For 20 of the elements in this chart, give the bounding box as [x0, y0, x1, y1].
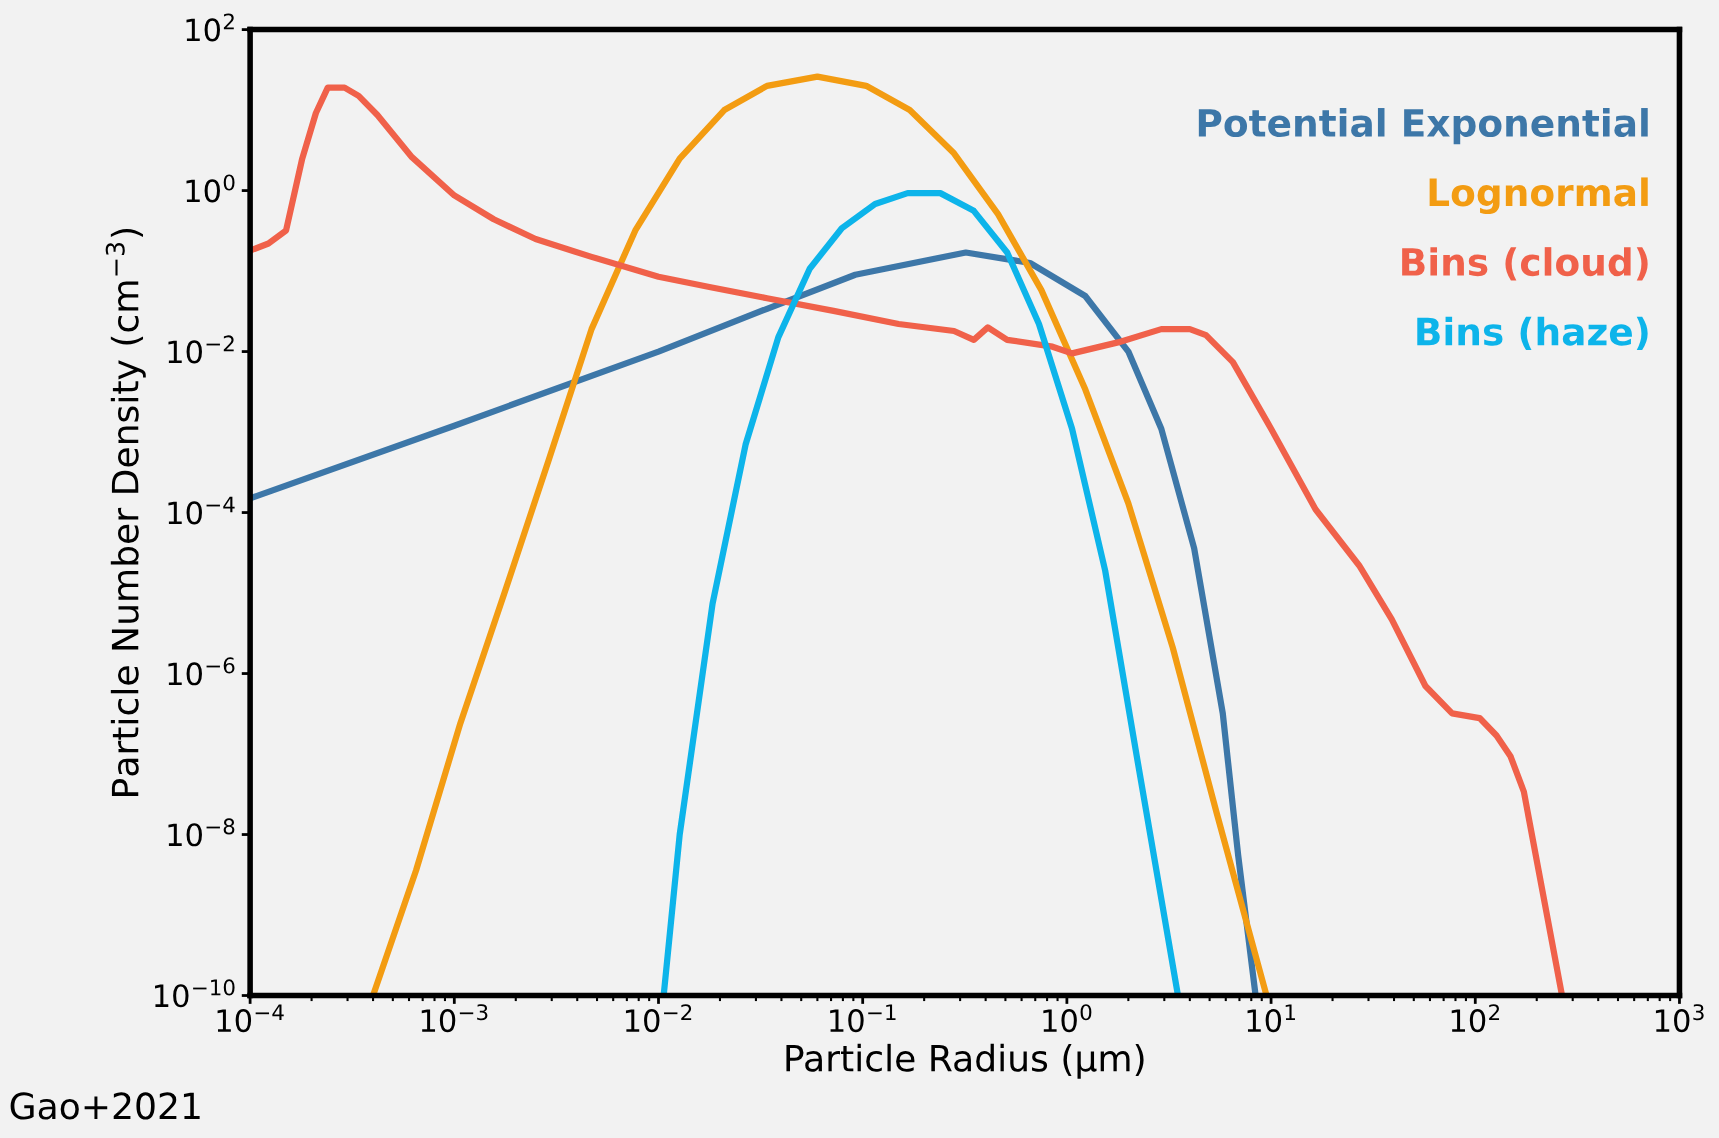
- x-tick-label: 10$^{0}$: [1043, 1004, 1092, 1033]
- y-tick-label: 10$^{−6}$: [168, 657, 235, 686]
- y-tick-label: 10$^{−2}$: [168, 335, 234, 364]
- text: Lognormal: [1429, 177, 1648, 215]
- x-tick-label: 10$^{1}$: [1247, 1004, 1295, 1033]
- x-tick-label: 10$^{−1}$: [830, 1004, 896, 1033]
- text: Gao+2021: [10, 1092, 200, 1120]
- y-tick-label: 10$^{−8}$: [168, 818, 235, 847]
- text: Potential Exponential: [1198, 108, 1648, 145]
- x-tick-label: 10$^{−3}$: [421, 1004, 488, 1033]
- text: Bins (haze): [1417, 316, 1648, 351]
- x-tick-label: 10$^{2}$: [1451, 1004, 1500, 1033]
- x-tick-label: 10$^{−2}$: [625, 1004, 692, 1033]
- y-axis-title: Particle Number Density (cm$^{−3}$): [105, 228, 146, 796]
- y-tick-label: 10$^{2}$: [186, 13, 234, 42]
- y-tick-label: 10$^{−4}$: [168, 496, 235, 525]
- x-axis-title: Particle Radius (μm): [786, 1043, 1144, 1079]
- text: Bins (cloud): [1402, 247, 1648, 281]
- x-tick-label: 10$^{3}$: [1655, 1004, 1704, 1033]
- y-tick-label: 10$^{0}$: [186, 174, 235, 203]
